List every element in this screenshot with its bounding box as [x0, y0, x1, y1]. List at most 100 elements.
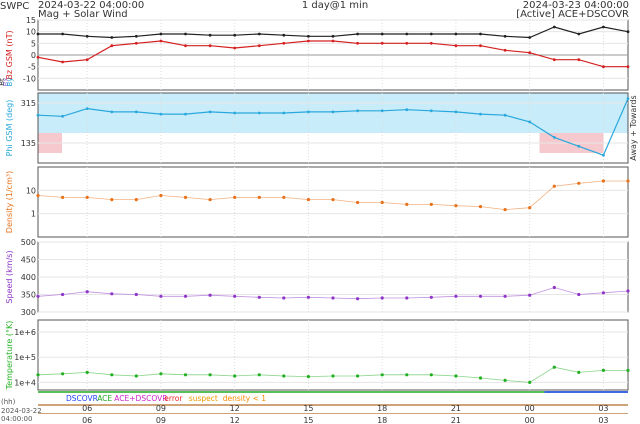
data-point	[257, 111, 261, 115]
end-time: 2024-03-23 04:00:00	[523, 0, 629, 11]
data-point	[380, 32, 384, 36]
y-tick-label: 300	[21, 308, 36, 317]
y-axis-label: Temperature (°K)	[5, 321, 14, 391]
data-point	[577, 144, 581, 148]
timeline-tick-bottom: 03	[598, 416, 608, 424]
data-point	[134, 41, 138, 45]
data-point	[552, 136, 556, 139]
data-point	[61, 114, 64, 118]
legend-item: suspect	[189, 394, 218, 403]
data-point	[454, 32, 458, 36]
y-axis-label: Density (1/cm³)	[5, 171, 14, 233]
panel-speed: 500 450 400 350 300 Speed (km/s)	[5, 238, 630, 317]
panel-frame	[37, 319, 629, 391]
data-point	[503, 113, 507, 117]
timeline-tick-top: 12	[230, 404, 240, 413]
timeline-tick-bottom: 15	[303, 416, 313, 424]
y-axis-extra-label: Bt	[0, 78, 6, 86]
data-point	[307, 39, 310, 43]
timeline-tick-top: 15	[303, 404, 313, 413]
series-trace	[37, 287, 629, 300]
data-point	[85, 34, 89, 38]
timeline-date: 2024-03-22	[1, 407, 42, 415]
legend-item: ACE	[97, 394, 112, 403]
series-trace	[37, 366, 628, 383]
y-tick-label: -10	[23, 74, 36, 83]
y-axis-extra-label: Bx	[2, 78, 10, 87]
y-tick-label: 1e+6	[14, 328, 36, 337]
y-tick-label: 135	[21, 139, 36, 148]
data-point	[36, 32, 40, 36]
timeline-bar	[38, 413, 628, 414]
data-point	[454, 44, 458, 48]
data-point	[503, 34, 507, 38]
data-point	[282, 33, 286, 37]
data-point	[282, 111, 286, 115]
data-point	[331, 34, 335, 38]
data-point	[331, 39, 335, 43]
data-point	[61, 32, 64, 36]
data-point	[528, 51, 532, 55]
timeline-tick-top: 18	[377, 404, 387, 413]
legend-item: error	[164, 394, 183, 403]
data-point	[429, 32, 433, 36]
data-point	[36, 113, 40, 117]
data-point	[405, 32, 409, 36]
data-point	[380, 41, 384, 45]
span-label: 1 day@1 min	[302, 0, 368, 11]
data-point	[626, 65, 630, 69]
data-point	[429, 109, 433, 113]
y-axis-label: Speed (km/s)	[5, 250, 14, 303]
y-tick-label: -5	[28, 63, 36, 72]
data-point	[626, 97, 630, 100]
data-point	[257, 44, 261, 48]
y-tick-label: 0	[31, 51, 36, 60]
data-point	[184, 32, 187, 36]
data-point	[208, 44, 212, 48]
data-point	[405, 108, 409, 112]
data-point	[61, 60, 64, 64]
data-point	[331, 110, 335, 114]
timeline: 06 06 09 09 12 12 15 15 18 18 21 21 00 00 03 03 (hh)2024…	[1, 398, 628, 424]
source-label: [Active] ACE+DSCOVR	[516, 9, 629, 20]
series-line-bz	[37, 40, 628, 68]
data-point	[110, 36, 114, 39]
y-tick-label: 1	[31, 210, 36, 219]
y-axis-label: Bz GSM (nT)	[5, 30, 14, 79]
y-tick-label: 10	[26, 28, 36, 37]
product-title: Mag + Solar Wind	[38, 9, 128, 20]
y-tick-label: 5	[31, 39, 36, 48]
data-point	[528, 36, 532, 39]
data-point	[85, 107, 89, 110]
y-tick-label: 15	[26, 16, 36, 25]
data-point	[233, 111, 237, 115]
data-point	[282, 41, 286, 45]
data-point	[380, 109, 384, 113]
data-point	[552, 58, 556, 62]
data-point	[159, 112, 163, 116]
data-point	[479, 32, 482, 36]
data-point	[159, 32, 163, 36]
y-tick-label: 10	[26, 186, 36, 195]
data-point	[602, 153, 605, 157]
y-tick-label: 350	[21, 291, 36, 300]
data-point	[159, 39, 163, 43]
data-point	[208, 110, 212, 114]
timeline-tick-bottom: 18	[377, 416, 387, 424]
timeline-tick-top: 00	[525, 404, 535, 413]
y-axis-extra-label: By	[6, 78, 14, 87]
panel-density: 10 1 Density (1/cm³)	[5, 166, 630, 238]
data-point	[134, 34, 138, 38]
data-point	[577, 32, 581, 36]
timeline-tick-bottom: 09	[156, 416, 166, 424]
timeline-tick-bottom: 21	[451, 416, 461, 424]
legend-item: ACE+DSCOVR	[114, 394, 167, 403]
legend-item: DSCOVR	[66, 394, 98, 403]
y-tick-label: 450	[21, 256, 36, 265]
data-point	[405, 41, 409, 45]
data-point	[602, 25, 605, 29]
timeline-bar	[38, 404, 628, 406]
data-point	[356, 32, 359, 36]
